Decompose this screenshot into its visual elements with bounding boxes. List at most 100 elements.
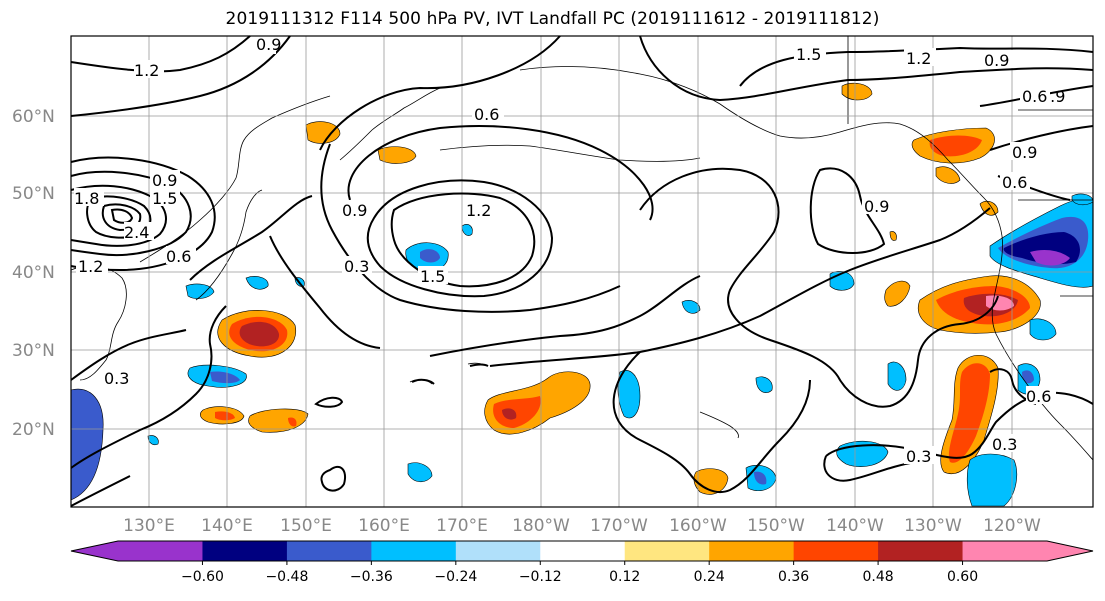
shade-blob [887,361,907,391]
shade-blob [754,471,767,485]
shade-blob [1029,318,1057,341]
kamchatka-coast [339,87,441,161]
contour-label: 0.6 [1022,87,1047,106]
contour-line [314,396,344,408]
contour-label: 1.2 [78,257,103,276]
colorbar-extend-max [1047,541,1093,561]
contour-label: 0.9 [984,51,1009,70]
colorbar-extend-min [71,541,118,561]
colorbar-segment [371,541,457,561]
shade-blob [884,280,911,307]
contour-label: 0.6 [1026,387,1051,406]
aleutians [439,144,701,162]
contour-line [390,192,536,288]
map-frame [70,35,1094,508]
gridlines [71,36,1093,507]
contour-line [469,363,489,367]
contour-line [70,184,167,247]
coastlines [70,36,1094,461]
shade-blob [966,453,1017,507]
colorbar-tick-label: −0.36 [350,569,393,585]
contour-label: 1.5 [796,45,821,64]
contour-label: 0.9 [1012,143,1037,162]
shade-blob [617,370,641,419]
contour-label: 0.3 [906,447,931,466]
shade-blob [1030,250,1070,266]
island [699,411,739,439]
contour-label: 1.5 [152,189,177,208]
colorbar-segment [962,541,1048,561]
contour-label: 0.9 [864,197,889,216]
contour-line [639,167,999,408]
shade-blob [239,321,280,347]
latitude-labels: 60°N 50°N 40°N 30°N 20°N [12,107,55,440]
shade-blob [493,396,541,428]
contour-label: 0.9 [342,201,367,220]
shade-blob [288,417,297,427]
contour-line [70,329,187,381]
shade-blob [502,408,517,420]
contour-line [110,208,134,224]
contour-label: 0.9 [256,35,281,54]
colorbar-segment [878,541,964,561]
contour-label: 1.2 [466,201,491,220]
shade-blob [929,135,982,157]
contour-label: 0.3 [104,369,129,388]
shade-blob [681,300,701,314]
colorbar-segment [455,541,541,561]
colorbar-tick-label: 0.60 [947,569,978,585]
shade-blob [245,276,269,290]
contour-line [989,125,1094,151]
shade-blob [1022,370,1034,384]
contour-label: 1.8 [74,189,99,208]
shade-blob [889,231,897,241]
contour-line [320,465,346,492]
lon-label: 170°W [590,516,648,536]
colorbar-segment [709,541,795,561]
contour-label: 1.2 [134,61,159,80]
contour-line [70,156,216,272]
colorbar-segment [793,541,879,561]
shading-layer [70,82,1094,507]
colorbar-tick-label: 0.36 [778,569,809,585]
lon-label: 140°W [826,516,884,536]
colorbar-outline [70,540,1094,562]
colorbar-tick-label: −0.24 [434,569,477,585]
contour-line [70,305,227,469]
lon-label: 180°W [512,516,570,536]
contour-label: 0.3 [344,257,369,276]
shade-blob [948,363,990,463]
colorbar-tick-label: −0.12 [519,569,562,585]
map-background [71,36,1093,507]
contour-label: 0.6 [474,105,499,124]
contour-label: 0.6 [166,247,191,266]
contour-line [319,35,561,151]
longitude-labels: 130°E 140°E 150°E 160°E 170°E 180°W 170°… [123,516,1041,536]
colorbar-segment [624,541,710,561]
colorbar-segment [118,541,203,561]
lon-label: 170°E [436,516,488,536]
contour-line [347,125,654,221]
contour-line [70,35,251,73]
contour-label: 0.9 [152,171,177,190]
colorbar-segment [540,541,626,561]
contour-line [70,170,192,256]
colorbar-tick-label: 0.48 [863,569,894,585]
contour-label: 2.4 [124,223,149,242]
lat-label: 50°N [12,184,55,204]
colorbar-segment [286,541,372,561]
shade-blob [461,224,473,236]
shade-blob [755,376,773,393]
contour-line [823,455,917,482]
shade-blob [70,388,104,501]
contour-line [739,46,1094,87]
lon-label: 160°E [358,516,410,536]
contour-line [489,207,991,367]
colorbar-segment [202,541,288,561]
colorbar: −0.60 −0.48 −0.36 −0.24 −0.12 0.12 0.24 0.36 0.4… [70,540,1094,585]
shade-blob [185,283,215,299]
shade-blob [248,408,309,433]
lon-label: 130°W [904,516,962,536]
shade-blob [935,166,961,184]
